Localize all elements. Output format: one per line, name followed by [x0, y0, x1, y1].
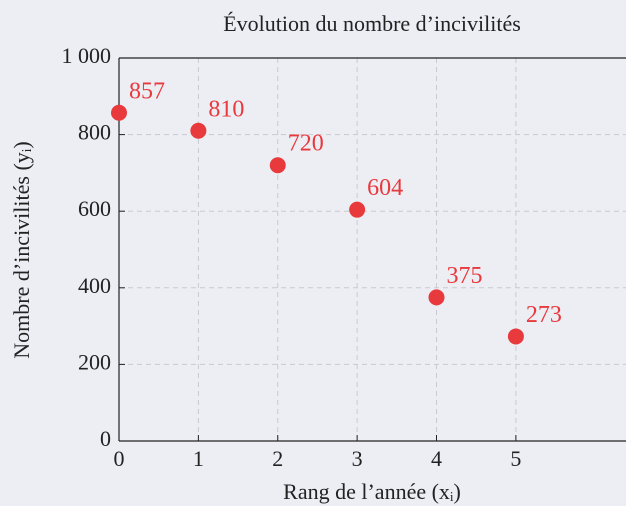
- data-label: 273: [526, 302, 562, 328]
- x-tick-label: 5: [510, 446, 521, 471]
- point: [111, 104, 127, 121]
- chart-title: Évolution du nombre d’incivilités: [223, 11, 521, 36]
- y-tick-label: 600: [78, 196, 111, 221]
- x-tick-label: 1: [193, 446, 204, 471]
- data-label: 604: [367, 175, 403, 201]
- y-axis-label: Nombre d’incivilités (yᵢ): [9, 141, 34, 358]
- y-tick-label: 800: [78, 120, 111, 145]
- data-label: 857: [129, 78, 165, 104]
- y-tick-label: 400: [78, 273, 111, 298]
- y-tick-label: 200: [78, 349, 111, 374]
- x-tick-label: 2: [272, 446, 283, 471]
- x-tick-label: 0: [114, 446, 125, 471]
- point: [190, 122, 207, 139]
- data-label: 720: [288, 131, 324, 157]
- data-label: 810: [208, 96, 244, 122]
- x-tick-label: 3: [352, 446, 363, 471]
- y-tick-label: 0: [100, 426, 111, 451]
- x-axis-label: Rang de l’année (xᵢ): [283, 479, 461, 504]
- point: [428, 289, 445, 306]
- point: [349, 201, 366, 218]
- point: [507, 328, 524, 345]
- point: [269, 157, 286, 174]
- x-tick-label: 4: [431, 446, 442, 471]
- data-label: 375: [447, 263, 483, 289]
- y-tick-label: 1 000: [62, 43, 112, 68]
